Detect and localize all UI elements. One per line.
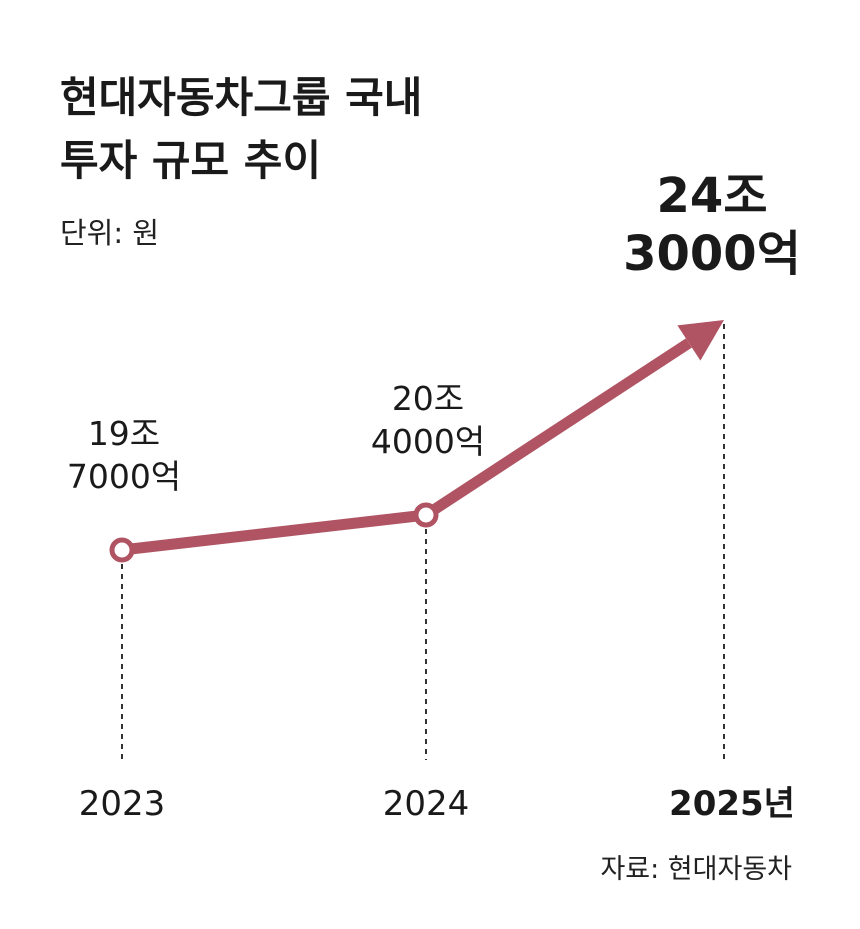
unit-label: 단위: 원 — [60, 216, 159, 250]
data-label-2-line-0: 24조 — [657, 168, 768, 224]
data-point-0 — [109, 537, 135, 563]
x-tick-label-0: 2023 — [79, 784, 166, 824]
x-axis-ticks: 2023 2024 2025년 — [79, 784, 795, 824]
vertical-guides — [121, 324, 725, 760]
data-point-1 — [413, 502, 439, 528]
series-line — [116, 320, 724, 556]
data-label-1-line-0: 20조 — [392, 379, 464, 418]
data-label-2-line-1: 3000억 — [623, 226, 801, 282]
source-note: 자료: 현대자동차 — [600, 854, 792, 885]
data-label-0: 19조 7000억 — [67, 414, 181, 496]
x-tick-label-2: 2025년 — [669, 784, 795, 824]
chart-title-line-2: 투자 규모 추이 — [60, 136, 321, 185]
data-label-1: 20조 4000억 — [371, 379, 485, 461]
x-tick-label-1: 2024 — [383, 784, 470, 824]
chart-title-line-1: 현대자동차그룹 국내 — [60, 73, 422, 122]
arrow-head — [677, 320, 724, 361]
data-markers — [109, 502, 439, 563]
series-segment-1 — [422, 338, 692, 520]
series-segment-0 — [116, 509, 432, 556]
data-label-0-line-0: 19조 — [88, 414, 160, 453]
data-label-1-line-1: 4000억 — [371, 422, 485, 461]
data-label-0-line-1: 7000억 — [67, 457, 181, 496]
